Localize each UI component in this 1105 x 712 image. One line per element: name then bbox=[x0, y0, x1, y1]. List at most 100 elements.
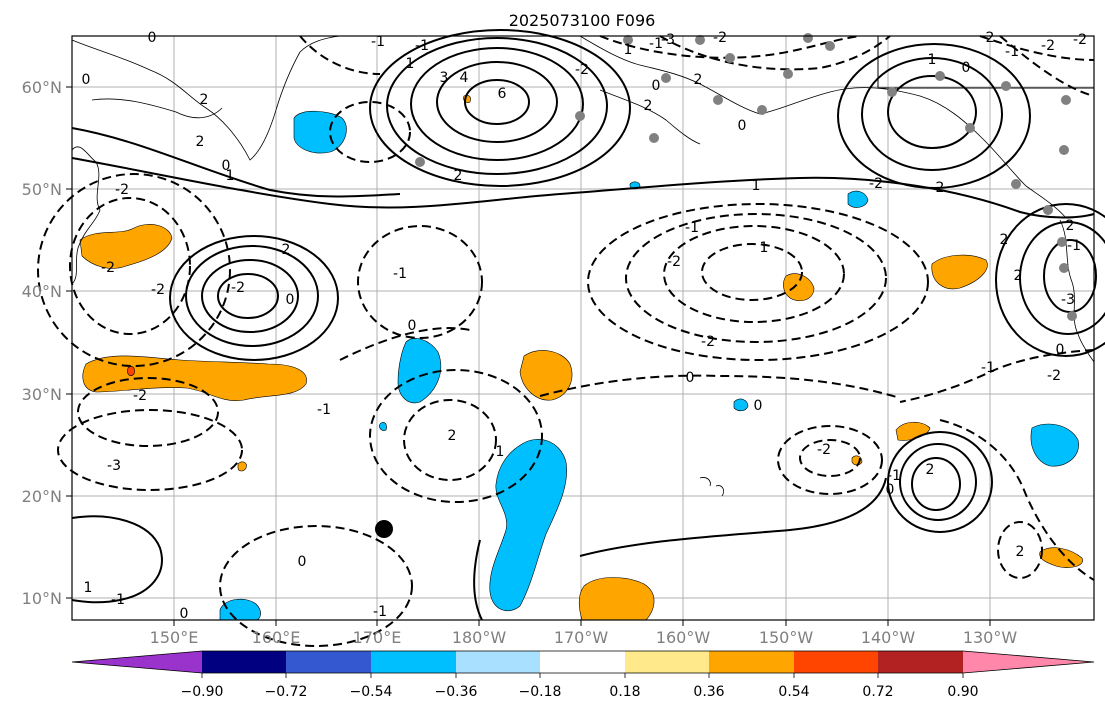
contour-label: 0 bbox=[298, 554, 307, 570]
longitude-axis: 150°E 160°E 170°E 180°W 170°W 160°W 150°… bbox=[150, 620, 1018, 647]
positive-contour bbox=[369, 29, 631, 187]
negative-contour bbox=[899, 349, 1095, 403]
negative-contour bbox=[799, 439, 861, 477]
contour-label: -2 bbox=[1041, 38, 1055, 54]
colorbar-tick-label: −0.72 bbox=[265, 684, 308, 700]
station-marker bbox=[1061, 95, 1071, 105]
contour-label: -1 bbox=[649, 36, 663, 52]
contour-label: 2 bbox=[200, 92, 209, 108]
negative-contour bbox=[339, 327, 471, 361]
negative-contour bbox=[701, 243, 803, 301]
strong-positive-spot bbox=[127, 366, 135, 376]
latitude-label: 50°N bbox=[22, 180, 62, 199]
longitude-label: 140°W bbox=[861, 628, 916, 647]
positive-contour bbox=[1019, 221, 1105, 335]
negative-contour bbox=[37, 173, 231, 367]
negative-anomaly-region bbox=[489, 439, 567, 612]
station-marker bbox=[415, 157, 425, 167]
contour-label: 2 bbox=[1000, 232, 1009, 248]
contour-label: -2 bbox=[101, 260, 115, 276]
negative-contour bbox=[999, 35, 1095, 97]
contour-label: 0 bbox=[1056, 342, 1065, 358]
negative-contour bbox=[599, 35, 861, 59]
positive-anomaly-region bbox=[82, 355, 307, 402]
positive-contour bbox=[410, 47, 584, 161]
aleutian-islands bbox=[599, 89, 701, 145]
station-marker bbox=[1011, 179, 1021, 189]
contour-label: 2 bbox=[282, 242, 291, 258]
shaded-anomalies bbox=[79, 94, 1083, 621]
longitude-label: 130°W bbox=[963, 628, 1018, 647]
station-marker bbox=[803, 33, 813, 43]
negative-contour bbox=[625, 213, 887, 343]
contour-label: -1 bbox=[1005, 44, 1019, 60]
station-marker bbox=[661, 73, 671, 83]
contour-label: -2 bbox=[151, 282, 165, 298]
station-marker bbox=[1059, 263, 1069, 273]
colorbar-segment bbox=[794, 651, 878, 673]
positive-contour bbox=[911, 457, 961, 511]
contour-label: 1 bbox=[624, 42, 633, 58]
longitude-label: 170°E bbox=[353, 628, 402, 647]
colorbar-segment bbox=[878, 651, 963, 673]
colorbar-segment bbox=[709, 651, 794, 673]
contour-label: 2 bbox=[694, 72, 703, 88]
negative-contour bbox=[663, 225, 845, 323]
alaska-coastline bbox=[579, 35, 1067, 219]
contour-label: -1 bbox=[981, 360, 995, 376]
contour-label: 6 bbox=[498, 86, 507, 102]
contour-label: 1 bbox=[496, 444, 505, 460]
latitude-label: 30°N bbox=[22, 385, 62, 404]
negative-contour bbox=[299, 35, 381, 75]
colorbar-segment bbox=[72, 651, 202, 673]
contour-label: 1 bbox=[760, 240, 769, 256]
colorbar-tick-label: 0.72 bbox=[862, 684, 893, 700]
contour-label: -1 bbox=[373, 604, 387, 620]
contour-label: 2 bbox=[1016, 544, 1025, 560]
station-marker bbox=[575, 111, 585, 121]
station-marker bbox=[965, 123, 975, 133]
colorbar-tick-label: 0.90 bbox=[947, 684, 978, 700]
positive-anomaly-region bbox=[237, 461, 247, 472]
contour-label: 2 bbox=[936, 180, 945, 196]
contour-label: -1 bbox=[371, 34, 385, 50]
station-marker bbox=[1043, 205, 1053, 215]
contour-label: 0 bbox=[962, 60, 971, 76]
station-marker bbox=[713, 95, 723, 105]
contour-label: 1 bbox=[84, 580, 93, 596]
station-marker bbox=[935, 71, 945, 81]
contour-label: -2 bbox=[817, 442, 831, 458]
contour-label: -1 bbox=[685, 220, 699, 236]
contour-label: 2 bbox=[448, 428, 457, 444]
colorbar-segment bbox=[456, 651, 540, 673]
contour-label: -3 bbox=[1061, 292, 1075, 308]
station-marker bbox=[1001, 81, 1011, 91]
positive-contour bbox=[887, 75, 977, 149]
negative-contour bbox=[329, 101, 411, 163]
station-marker bbox=[725, 53, 735, 63]
longitude-label: 150°E bbox=[150, 628, 199, 647]
colorbar-tick-label: 0.54 bbox=[778, 684, 809, 700]
contour-label: 0 bbox=[148, 30, 157, 46]
latitude-label: 20°N bbox=[22, 487, 62, 506]
contour-label: 2 bbox=[986, 30, 995, 46]
longitude-label: 160°E bbox=[252, 628, 301, 647]
map-title: 2025073100 F096 bbox=[509, 11, 656, 30]
asia-coastline bbox=[71, 146, 101, 285]
contour-label: -2 bbox=[1073, 32, 1087, 48]
station-markers bbox=[415, 33, 1077, 321]
contour-label: -2 bbox=[1047, 368, 1061, 384]
contour-label: 1 bbox=[406, 56, 415, 72]
contour-label: -1 bbox=[887, 468, 901, 484]
contour-label: -3 bbox=[661, 32, 675, 48]
zero-contour bbox=[71, 157, 1095, 219]
contour-label: 2 bbox=[644, 98, 653, 114]
positive-contour bbox=[899, 443, 977, 521]
station-marker bbox=[1057, 237, 1067, 247]
contour-label: -2 bbox=[701, 334, 715, 350]
negative-contour bbox=[57, 409, 243, 491]
negative-contour bbox=[403, 399, 497, 481]
negative-contour bbox=[979, 35, 1095, 61]
station-marker bbox=[623, 35, 633, 45]
